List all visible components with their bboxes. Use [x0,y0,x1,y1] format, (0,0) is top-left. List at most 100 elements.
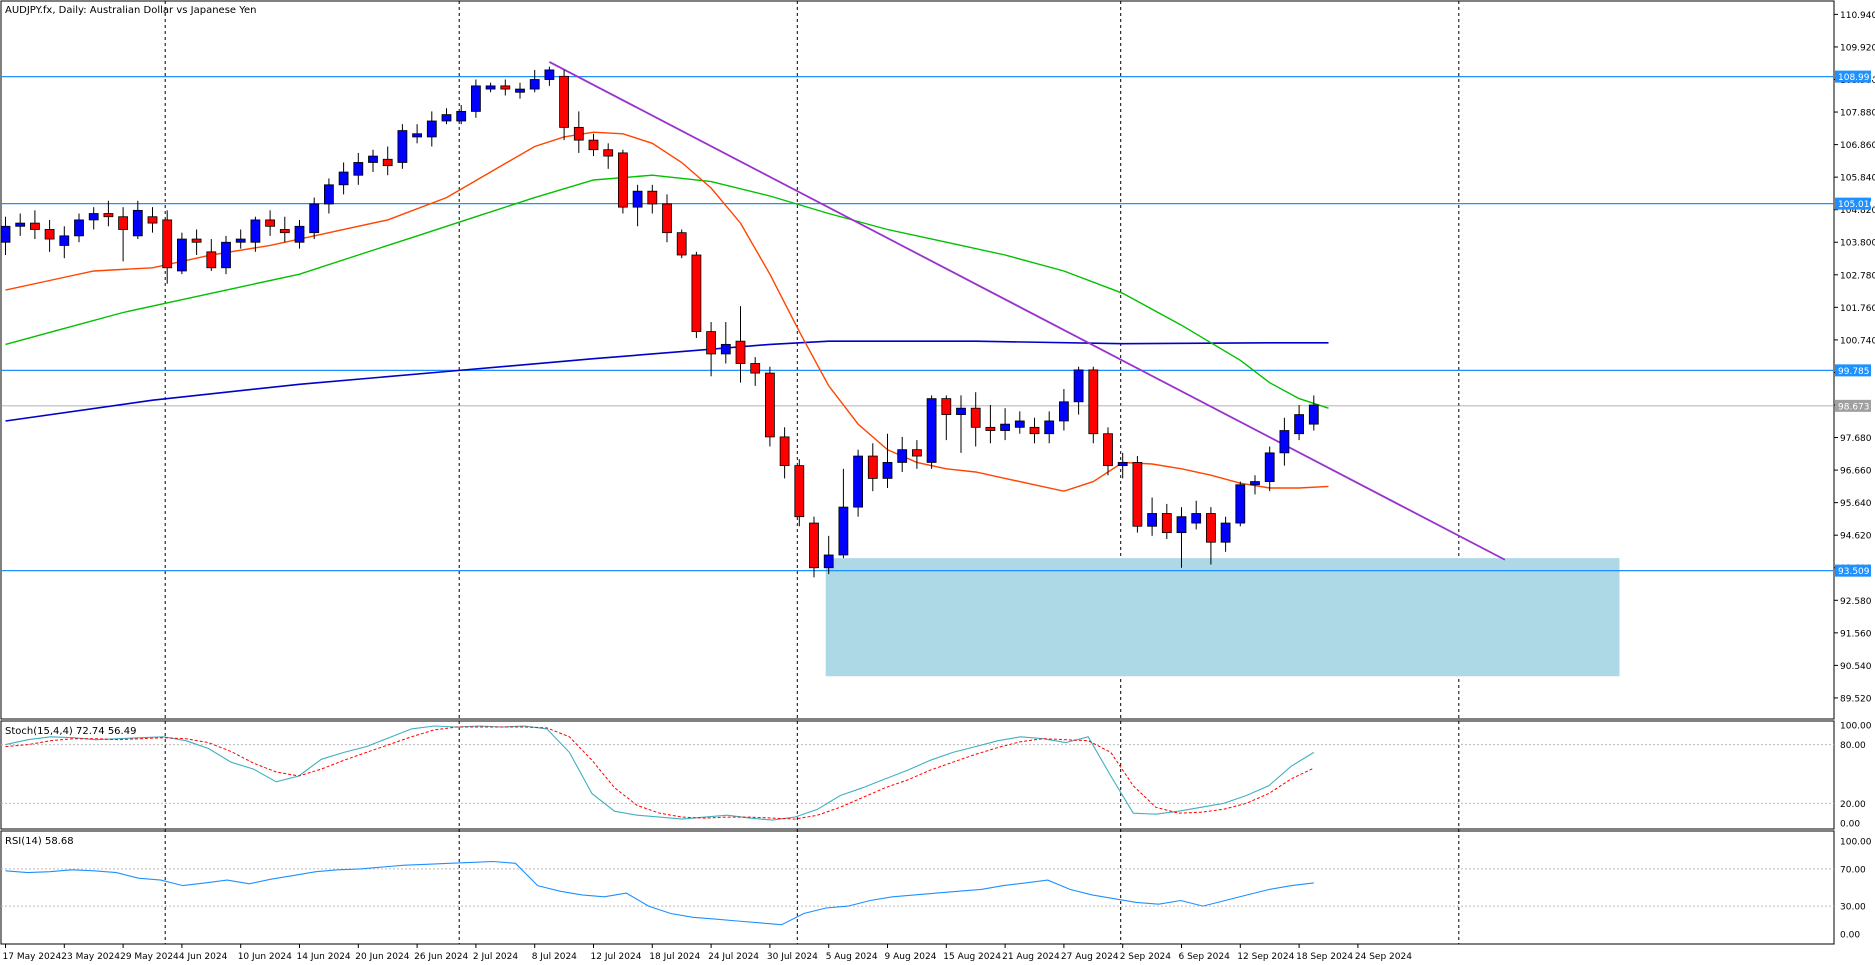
bull-candle-body [74,219,84,237]
candle [750,357,761,386]
level-price-tag [1835,564,1871,577]
price-tick-label: 96.660 [1840,467,1872,477]
bull-candle-body [853,455,863,508]
candle [88,207,99,230]
candle [1161,503,1172,540]
bear-candle-body [809,522,819,569]
candle [176,232,187,275]
candle [618,149,628,214]
candle [706,322,716,377]
candle [1088,366,1099,444]
current-price-tag [1835,399,1871,412]
bear-candle-body [1161,513,1172,534]
candle [823,535,834,575]
bull-candle-body [309,203,320,234]
candle [279,216,290,243]
stoch-signal-line [5,726,1315,820]
time-tick-label: 23 May 2024 [61,952,120,962]
price-tick-label: 103.800 [1840,239,1875,249]
chart-title: AUDJPY.fx, Daily: Australian Dollar vs J… [5,5,257,16]
bull-candle-body [882,462,893,479]
bear-candle-body [750,363,761,374]
bear-candle-body [1103,433,1113,467]
bear-candle-body [676,232,687,256]
candle [15,213,26,236]
candle [265,210,276,236]
price-tick-label: 90.540 [1840,662,1872,672]
rsi-tick-label: 30.00 [1840,903,1866,913]
candle [441,108,452,125]
candle [779,427,790,479]
bear-candle-body [618,152,628,208]
time-tick-label: 6 Sep 2024 [1179,952,1231,962]
candle [1000,408,1010,441]
candle [853,449,863,517]
price-tick-label: 105.840 [1840,174,1875,184]
time-tick-label: 4 Jun 2024 [179,952,228,962]
bull-candle-body [720,343,731,355]
bull-candle-body [1117,462,1128,467]
candle [118,207,128,262]
candle [221,235,231,275]
candle [1014,411,1025,434]
candle [1176,507,1187,568]
bear-candle-body [162,219,173,269]
candle [162,210,173,284]
bear-candle-body [912,449,922,457]
candle [147,207,158,233]
price-tick-label: 109.920 [1840,43,1875,53]
candle [235,229,246,249]
price-tick-label: 91.560 [1840,629,1872,639]
candle [897,436,908,473]
time-axis: 17 May 2024 23 May 2024 29 May 2024 4 Jun 2… [3,944,1412,962]
bull-candle-body [221,241,231,269]
bear-candle-body [970,407,981,428]
candle [44,219,55,252]
bull-candle-body [353,162,364,176]
candle [1029,417,1040,444]
time-tick-label: 10 Jun 2024 [238,952,292,962]
bull-candle-body [235,238,246,243]
bull-candle-body [294,225,305,243]
time-tick-label: 5 Aug 2024 [826,952,878,962]
time-tick-label: 26 Jun 2024 [414,952,468,962]
bull-candle-body [485,85,496,90]
candle [912,440,922,469]
candle [1117,452,1128,479]
rsi-tick-label: 100.00 [1840,838,1872,848]
candle [1220,516,1231,552]
bull-candle-body [1147,513,1157,527]
bear-candle-body [559,75,569,128]
rsi-pane[interactable] [0,830,1835,945]
stochastic-indicator [1,725,1834,821]
candle [529,69,540,93]
bull-candle-body [59,235,70,246]
candle [1103,427,1113,476]
bull-candle-body [823,554,834,569]
bull-candle-body [1014,420,1025,428]
bear-candle-body [191,238,202,243]
candle [368,149,378,173]
bear-candle-body [1088,369,1099,435]
time-tick-label: 29 May 2024 [120,952,179,962]
rsi-title: RSI(14) 58.68 [5,836,74,847]
candle [397,124,408,169]
candle [941,395,952,441]
bull-candle-body [1250,481,1260,486]
candle [338,162,349,195]
price-tick-label: 106.860 [1840,141,1875,151]
price-axis: 110.940109.920108.900107.880106.860105.8… [1834,11,1875,941]
stoch-pane[interactable] [0,720,1835,830]
candle [485,82,496,93]
candle [1264,446,1275,492]
time-tick-label: 24 Sep 2024 [1355,952,1412,962]
candle [985,404,996,444]
candle [1235,481,1246,527]
bull-candle-body [956,407,966,415]
candle [206,239,217,271]
bull-candle-body [15,222,26,227]
stoch-tick-label: 20.00 [1840,800,1866,810]
bull-candle-body [838,506,849,556]
level-price-label: 105.010 [1838,200,1875,210]
